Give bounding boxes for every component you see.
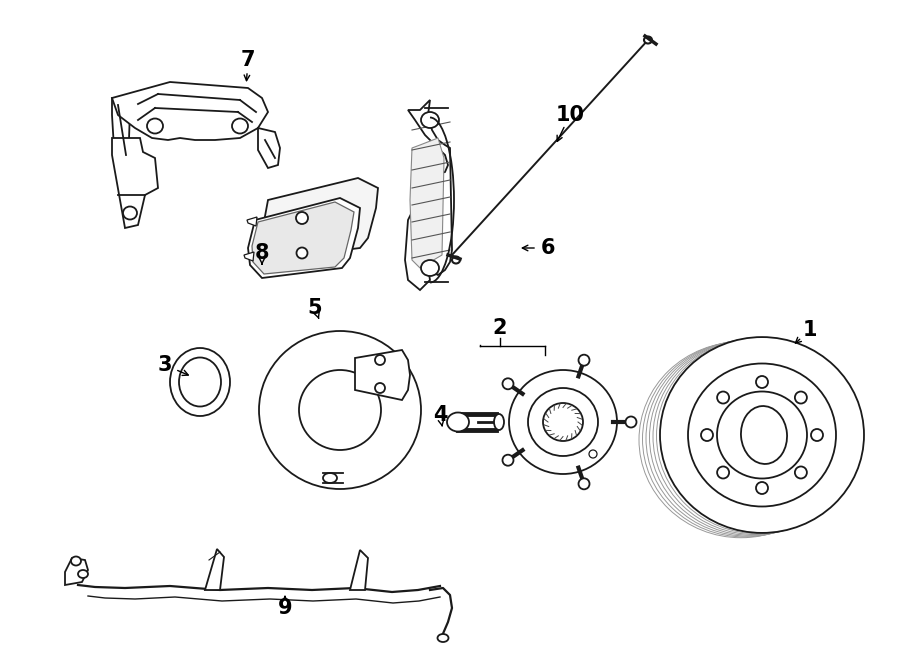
Ellipse shape [579, 355, 590, 366]
Ellipse shape [528, 388, 598, 456]
Polygon shape [244, 252, 254, 261]
Polygon shape [112, 82, 268, 140]
Ellipse shape [579, 479, 590, 489]
Ellipse shape [78, 570, 88, 578]
Ellipse shape [795, 467, 807, 479]
Ellipse shape [643, 341, 847, 537]
Text: 8: 8 [255, 243, 269, 263]
Ellipse shape [502, 378, 514, 389]
Ellipse shape [717, 467, 729, 479]
Ellipse shape [644, 36, 652, 44]
Ellipse shape [543, 403, 583, 441]
Polygon shape [248, 198, 360, 278]
Text: 6: 6 [541, 238, 555, 258]
Text: 2: 2 [493, 318, 508, 338]
Polygon shape [355, 350, 410, 400]
Polygon shape [112, 98, 130, 168]
Ellipse shape [756, 376, 768, 388]
Ellipse shape [323, 473, 337, 483]
Ellipse shape [589, 450, 597, 458]
Ellipse shape [447, 412, 469, 432]
Polygon shape [112, 138, 158, 228]
Ellipse shape [232, 118, 248, 134]
Polygon shape [405, 100, 452, 290]
Ellipse shape [375, 383, 385, 393]
Polygon shape [410, 138, 444, 268]
Ellipse shape [147, 118, 163, 134]
Ellipse shape [756, 482, 768, 494]
Text: 10: 10 [555, 105, 584, 125]
Ellipse shape [509, 370, 617, 474]
Text: 4: 4 [433, 405, 447, 425]
Polygon shape [252, 202, 354, 274]
Ellipse shape [179, 358, 221, 407]
Ellipse shape [653, 338, 857, 535]
Ellipse shape [795, 391, 807, 403]
Ellipse shape [375, 355, 385, 365]
Ellipse shape [688, 364, 836, 506]
Ellipse shape [701, 429, 713, 441]
Ellipse shape [626, 416, 636, 428]
Ellipse shape [717, 391, 729, 403]
Ellipse shape [123, 206, 137, 219]
Ellipse shape [296, 247, 308, 258]
Ellipse shape [452, 256, 460, 264]
Ellipse shape [421, 260, 439, 276]
Polygon shape [350, 550, 368, 590]
Ellipse shape [170, 348, 230, 416]
Ellipse shape [650, 340, 853, 535]
Polygon shape [247, 217, 257, 226]
Ellipse shape [494, 414, 504, 430]
Ellipse shape [259, 331, 421, 489]
Ellipse shape [717, 391, 807, 479]
Ellipse shape [646, 340, 850, 536]
Ellipse shape [502, 455, 514, 466]
Ellipse shape [811, 429, 823, 441]
Ellipse shape [421, 112, 439, 128]
Text: 1: 1 [803, 320, 817, 340]
Ellipse shape [741, 406, 788, 464]
Ellipse shape [656, 338, 860, 533]
Text: 5: 5 [308, 298, 322, 318]
Polygon shape [258, 128, 280, 168]
Ellipse shape [437, 634, 448, 642]
Ellipse shape [639, 342, 843, 537]
Ellipse shape [660, 337, 864, 533]
Ellipse shape [299, 370, 381, 450]
Polygon shape [205, 549, 224, 590]
Text: 9: 9 [278, 598, 293, 618]
Ellipse shape [71, 557, 81, 566]
Polygon shape [263, 178, 378, 258]
Polygon shape [65, 558, 88, 585]
Text: 3: 3 [158, 355, 172, 375]
Ellipse shape [296, 212, 308, 224]
Text: 7: 7 [241, 50, 256, 70]
